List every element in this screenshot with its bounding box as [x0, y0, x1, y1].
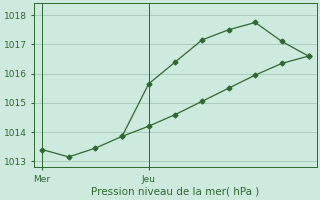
X-axis label: Pression niveau de la mer( hPa ): Pression niveau de la mer( hPa ) [91, 187, 260, 197]
